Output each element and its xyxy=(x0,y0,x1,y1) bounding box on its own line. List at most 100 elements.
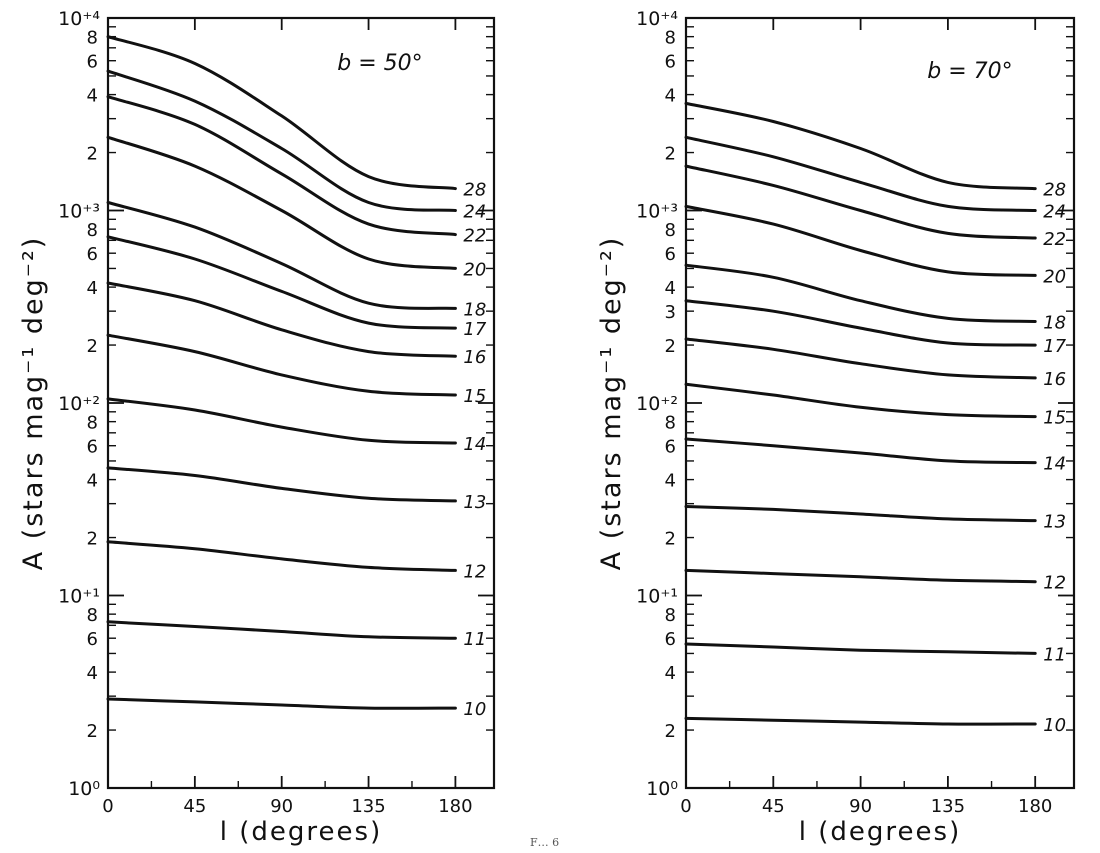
y-minor-label: 6 xyxy=(665,629,676,650)
x-tick-label: 180 xyxy=(1018,796,1052,817)
series-label-28: 28 xyxy=(1043,180,1066,201)
y-minor-label: 4 xyxy=(87,663,98,684)
y-decade-label: 10⁰ xyxy=(646,778,678,800)
series-line-13 xyxy=(106,466,457,503)
series-line-11 xyxy=(106,620,457,640)
series-label-18: 18 xyxy=(1043,313,1066,334)
y-minor-label: 3 xyxy=(665,302,676,323)
series-line-16 xyxy=(684,337,1037,380)
y-minor-label: 4 xyxy=(87,86,98,107)
series-label-16: 16 xyxy=(1043,369,1066,390)
x-tick-label: 180 xyxy=(438,796,472,817)
x-tick-label: 0 xyxy=(680,796,691,817)
y-decade-label: 10⁺² xyxy=(636,393,678,415)
series-line-24 xyxy=(106,69,457,212)
y-minor-label: 2 xyxy=(665,721,676,742)
y-decade-label: 10⁰ xyxy=(68,778,100,800)
y-minor-label: 8 xyxy=(665,413,676,434)
series-label-10: 10 xyxy=(1043,715,1066,736)
series-line-28 xyxy=(106,35,457,191)
y-minor-label: 4 xyxy=(665,86,676,107)
x-tick-label: 0 xyxy=(102,796,113,817)
y-minor-label: 8 xyxy=(665,605,676,626)
series-line-20 xyxy=(106,135,457,270)
series-label-12: 12 xyxy=(463,561,486,582)
series-label-20: 20 xyxy=(463,259,486,280)
y-decade-label: 10⁺⁴ xyxy=(58,8,100,30)
x-tick-label: 90 xyxy=(270,796,293,817)
series-label-14: 14 xyxy=(463,434,486,455)
y-minor-label: 6 xyxy=(87,244,98,265)
series-line-18 xyxy=(684,263,1037,323)
series-line-12 xyxy=(106,540,457,572)
y-minor-label: 8 xyxy=(87,28,98,49)
series-line-28 xyxy=(684,101,1037,191)
series-line-14 xyxy=(106,397,457,445)
series-label-15: 15 xyxy=(463,386,486,407)
chart-title: b = 50° xyxy=(337,51,422,76)
y-minor-label: 2 xyxy=(87,336,98,357)
series-line-17 xyxy=(106,235,457,330)
y-minor-label: 2 xyxy=(87,144,98,165)
series-line-14 xyxy=(684,437,1037,465)
y-minor-label: 4 xyxy=(665,471,676,492)
y-minor-label: 6 xyxy=(665,244,676,265)
series-line-10 xyxy=(106,697,457,710)
y-axis-label: A (stars mag⁻¹ deg⁻²) xyxy=(596,236,627,571)
series-line-18 xyxy=(106,201,457,310)
y-minor-label: 4 xyxy=(665,278,676,299)
x-tick-label: 135 xyxy=(351,796,385,817)
y-decade-label: 10⁺¹ xyxy=(636,586,678,608)
y-minor-label: 8 xyxy=(87,413,98,434)
series-label-22: 22 xyxy=(463,226,486,247)
series-label-11: 11 xyxy=(1043,644,1066,665)
y-decade-label: 10⁺² xyxy=(58,393,100,415)
series-label-16: 16 xyxy=(463,347,486,368)
series-label-20: 20 xyxy=(1043,266,1066,287)
y-minor-label: 2 xyxy=(87,721,98,742)
series-label-24: 24 xyxy=(463,202,486,223)
y-minor-label: 2 xyxy=(665,529,676,550)
series-label-11: 11 xyxy=(463,629,486,650)
y-minor-label: 8 xyxy=(87,605,98,626)
series-line-17 xyxy=(684,299,1037,347)
y-minor-label: 8 xyxy=(665,28,676,49)
x-axis-label: l (degrees) xyxy=(220,817,382,847)
x-tick-label: 45 xyxy=(183,796,206,817)
series-line-20 xyxy=(684,204,1037,277)
y-minor-label: 2 xyxy=(665,336,676,357)
series-line-11 xyxy=(684,642,1037,655)
y-minor-label: 2 xyxy=(87,529,98,550)
series-label-13: 13 xyxy=(1043,512,1066,533)
x-tick-label: 45 xyxy=(762,796,785,817)
x-axis-label: l (degrees) xyxy=(799,817,961,847)
series-line-13 xyxy=(684,505,1037,523)
series-label-15: 15 xyxy=(1043,408,1066,429)
plot-frame xyxy=(684,16,1076,790)
plot-frame xyxy=(106,16,496,790)
series-line-22 xyxy=(684,164,1037,240)
series-label-14: 14 xyxy=(1043,454,1066,475)
series-label-13: 13 xyxy=(463,492,486,513)
y-minor-label: 4 xyxy=(665,663,676,684)
y-minor-label: 8 xyxy=(665,220,676,241)
y-axis-label: A (stars mag⁻¹ deg⁻²) xyxy=(18,236,49,571)
y-minor-label: 4 xyxy=(87,471,98,492)
series-line-10 xyxy=(684,716,1037,726)
y-decade-label: 10⁺⁴ xyxy=(636,8,678,30)
series-label-24: 24 xyxy=(1043,202,1066,223)
x-tick-label: 135 xyxy=(931,796,965,817)
y-minor-label: 6 xyxy=(87,52,98,73)
series-label-28: 28 xyxy=(463,180,486,201)
figure-caption-fragment: F… 6 xyxy=(530,836,560,849)
y-decade-label: 10⁺³ xyxy=(58,201,100,223)
y-minor-label: 6 xyxy=(665,437,676,458)
y-minor-label: 4 xyxy=(87,278,98,299)
series-label-18: 18 xyxy=(463,299,486,320)
series-label-22: 22 xyxy=(1043,229,1066,250)
x-tick-label: 90 xyxy=(849,796,872,817)
